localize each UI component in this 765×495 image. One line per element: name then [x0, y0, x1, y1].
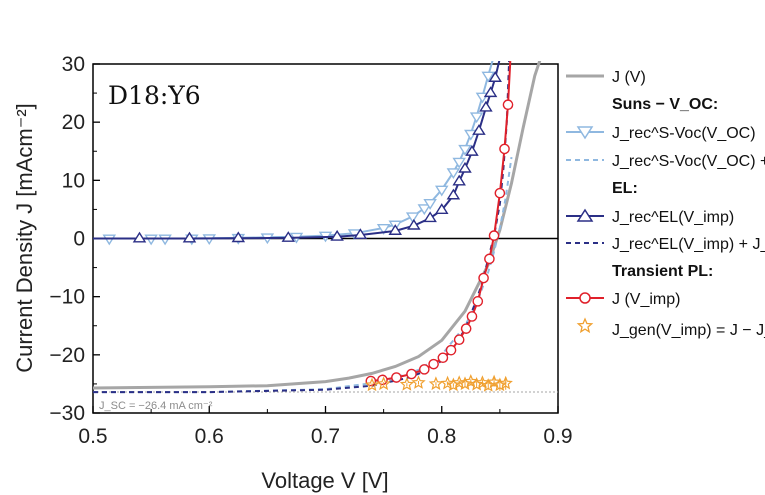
tpl-marker-6 [437, 352, 449, 364]
legend-suns-rec: J_rec^S-Voc(V_OC) [612, 125, 756, 142]
tpl-marker-12 [478, 272, 489, 284]
gen-marker-14 [492, 377, 508, 392]
legend-el-rec: J_rec^EL(V_imp) [612, 209, 734, 226]
suns-marker-12 [405, 212, 420, 224]
gen-marker-11 [475, 375, 490, 389]
suns-marker-1 [144, 234, 158, 246]
el-marker-4 [281, 231, 296, 242]
series-layer [93, 61, 542, 394]
y-tick-label-6: 30 [62, 53, 85, 76]
el-marker-14 [465, 145, 479, 156]
legend-suns-header: Suns − V_OC: [612, 96, 718, 113]
gen-marker-0 [364, 377, 380, 392]
suns-marker-10 [376, 224, 391, 235]
tpl-marker-7 [445, 344, 457, 356]
legend-el-rec-plus: J_rec^EL(V_imp) + J_SC [612, 236, 765, 253]
gen-marker-13 [486, 374, 502, 389]
gen-marker-2 [399, 376, 415, 391]
el-marker-13 [458, 161, 472, 173]
legend: J (V) Suns − V_OC: J_rec^S-Voc(V_OC) J_r… [566, 69, 765, 339]
suns-marker-13 [417, 204, 432, 216]
tpl-marker-5 [428, 358, 439, 370]
legend-tpl-gen: J_gen(V_imp) = J − J_rec^EL [612, 322, 765, 339]
legend-jv: J (V) [612, 69, 646, 86]
legend-tpl-header: Transient PL: [612, 263, 713, 280]
el-marker-1 [132, 231, 147, 243]
jsc-annotation: J_SC = −26.4 mA cm⁻² [99, 400, 213, 412]
y-tick-label-0: −30 [49, 402, 85, 425]
x-axis-title: Voltage V [V] [261, 468, 388, 493]
legend-tpl-j: J (V_imp) [612, 291, 680, 308]
suns-marker-15 [434, 185, 449, 197]
tpl-marker-16 [499, 143, 510, 155]
series-suns-plus-line [93, 156, 513, 394]
y-tick-label-5: 20 [62, 111, 85, 134]
gen-marker-10 [469, 376, 484, 391]
gen-marker-12 [480, 378, 496, 392]
tpl-marker-17 [502, 99, 514, 111]
gen-marker-4 [428, 376, 444, 391]
x-tick-label-1: 0.6 [195, 425, 224, 448]
suns-marker-17 [452, 157, 466, 169]
el-marker-15 [472, 124, 486, 135]
x-tick-label-0: 0.5 [78, 425, 107, 448]
suns-marker-0 [102, 234, 117, 246]
series-jv-line [93, 61, 542, 390]
gen-marker-9 [463, 374, 478, 388]
suns-marker-2 [158, 234, 172, 246]
tpl-marker-11 [472, 296, 484, 307]
y-tick-label-3: 0 [73, 228, 85, 251]
x-tick-label-4: 0.9 [543, 425, 572, 448]
el-marker-17 [483, 86, 498, 98]
x-tick-label-3: 0.8 [427, 425, 456, 448]
suns-marker-14 [423, 199, 437, 210]
legend-marker-tpl [579, 292, 591, 304]
el-marker-3 [231, 231, 246, 243]
tpl-marker-15 [494, 187, 506, 199]
el-marker-11 [446, 188, 461, 200]
suns-marker-20 [469, 112, 484, 124]
suns-marker-16 [446, 168, 461, 180]
y-axis-title: Current Density J [mAcm⁻²] [12, 103, 37, 373]
legend-marker-el [576, 208, 594, 222]
el-marker-8 [407, 218, 421, 230]
tpl-marker-9 [460, 323, 472, 334]
el-marker-7 [388, 224, 403, 235]
suns-marker-18 [458, 144, 472, 156]
tpl-marker-2 [391, 372, 402, 383]
legend-suns-rec-plus: J_rec^S-Voc(V_OC) + J_SC [612, 153, 765, 170]
gen-marker-1 [376, 376, 391, 391]
y-tick-label-1: −20 [49, 344, 85, 367]
x-tick-label-2: 0.7 [311, 425, 340, 448]
legend-marker-gen [576, 317, 594, 334]
el-marker-18 [488, 71, 502, 82]
el-marker-12 [452, 174, 466, 186]
axis-ticks: 0.5 0.6 0.7 0.8 0.9 −30 −20 −10 0 10 20 30 [49, 53, 572, 448]
tpl-marker-10 [466, 311, 478, 322]
tpl-marker-14 [488, 230, 500, 241]
el-marker-9 [423, 211, 437, 223]
tpl-marker-8 [453, 334, 465, 346]
el-marker-2 [182, 231, 197, 243]
suns-marker-22 [481, 71, 496, 83]
sample-label: D18:Y6 [108, 81, 201, 110]
tpl-marker-13 [484, 253, 495, 265]
el-marker-6 [353, 228, 368, 240]
y-tick-label-4: 10 [62, 169, 85, 192]
el-marker-10 [434, 203, 449, 214]
gen-marker-3 [411, 375, 426, 389]
gen-marker-6 [446, 377, 461, 392]
y-tick-label-2: −10 [49, 286, 85, 309]
gen-marker-15 [498, 375, 513, 390]
el-marker-5 [330, 229, 344, 241]
tpl-marker-4 [419, 364, 430, 375]
legend-marker-suns [576, 126, 594, 140]
el-marker-16 [479, 100, 493, 112]
legend-el-header: EL: [612, 180, 638, 197]
gen-marker-8 [457, 376, 473, 391]
tpl-marker-3 [406, 368, 417, 380]
